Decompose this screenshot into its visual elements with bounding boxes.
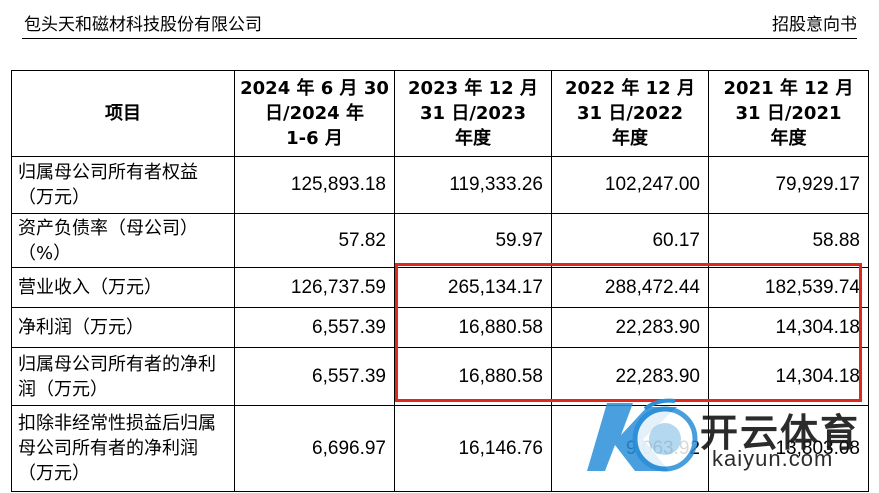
watermark-logo-icon [587,398,698,472]
row-label: 资产负债率（母公司）（%） [11,213,235,268]
document-type: 招股意向书 [772,15,857,35]
table-row: 资产负债率（母公司）（%） 57.82 59.97 60.17 58.88 [11,213,869,268]
table-cell: 6,557.39 [234,347,395,406]
table-cell: 102,247.00 [551,156,709,214]
row-label: 归属母公司所有者的净利润（万元） [11,347,235,406]
table-cell: 288,472.44 [551,267,709,308]
table-cell: 6,696.97 [234,405,395,492]
table-cell: 59.97 [394,213,552,268]
column-header-2023: 2023 年 12 月 31 日/2023 年度 [394,70,552,157]
highlight-box [395,263,862,402]
table-cell: 13,803.08 [708,405,869,492]
table-header-row: 项目 2024 年 6 月 30 日/2024 年 1-6 月 2023 年 1… [11,70,869,157]
table-cell: 14,304.18 [708,307,869,348]
company-name: 包头天和磁材科技股份有限公司 [24,15,262,35]
table-cell: 16,880.58 [394,307,552,348]
table-row: 归属母公司所有者权益（万元） 125,893.18 119,333.26 102… [11,156,869,214]
table-cell: 16,146.76 [394,405,552,492]
table-row: 净利润（万元） 6,557.39 16,880.58 22,283.90 14,… [11,307,869,348]
table-cell: 14,304.18 [708,347,869,406]
table-cell: 265,134.17 [394,267,552,308]
table-cell: 57.82 [234,213,395,268]
table-cell: 126,737.59 [234,267,395,308]
table-cell: 58.88 [708,213,869,268]
table-cell: 6,557.39 [234,307,395,348]
watermark-text: 开云体育 [700,411,861,455]
row-label: 扣除非经常性损益后归属母公司所有者的净利润（万元） [11,405,235,492]
table-cell: 125,893.18 [234,156,395,214]
table-cell: 79,929.17 [708,156,869,214]
table-cell: 60.17 [551,213,709,268]
column-header-item: 项目 [11,70,235,157]
row-label: 营业收入（万元） [11,267,235,308]
header-divider [22,38,857,39]
watermark-url: kaiyun.com [712,446,834,471]
table-cell: 119,333.26 [394,156,552,214]
column-header-2024h1: 2024 年 6 月 30 日/2024 年 1-6 月 [234,70,395,157]
table-cell: 16,880.58 [394,347,552,406]
column-header-2022: 2022 年 12 月 31 日/2022 年度 [551,70,709,157]
row-label: 归属母公司所有者权益（万元） [11,156,235,214]
row-label: 净利润（万元） [11,307,235,348]
column-header-2021: 2021 年 12 月 31 日/2021 年度 [708,70,869,157]
